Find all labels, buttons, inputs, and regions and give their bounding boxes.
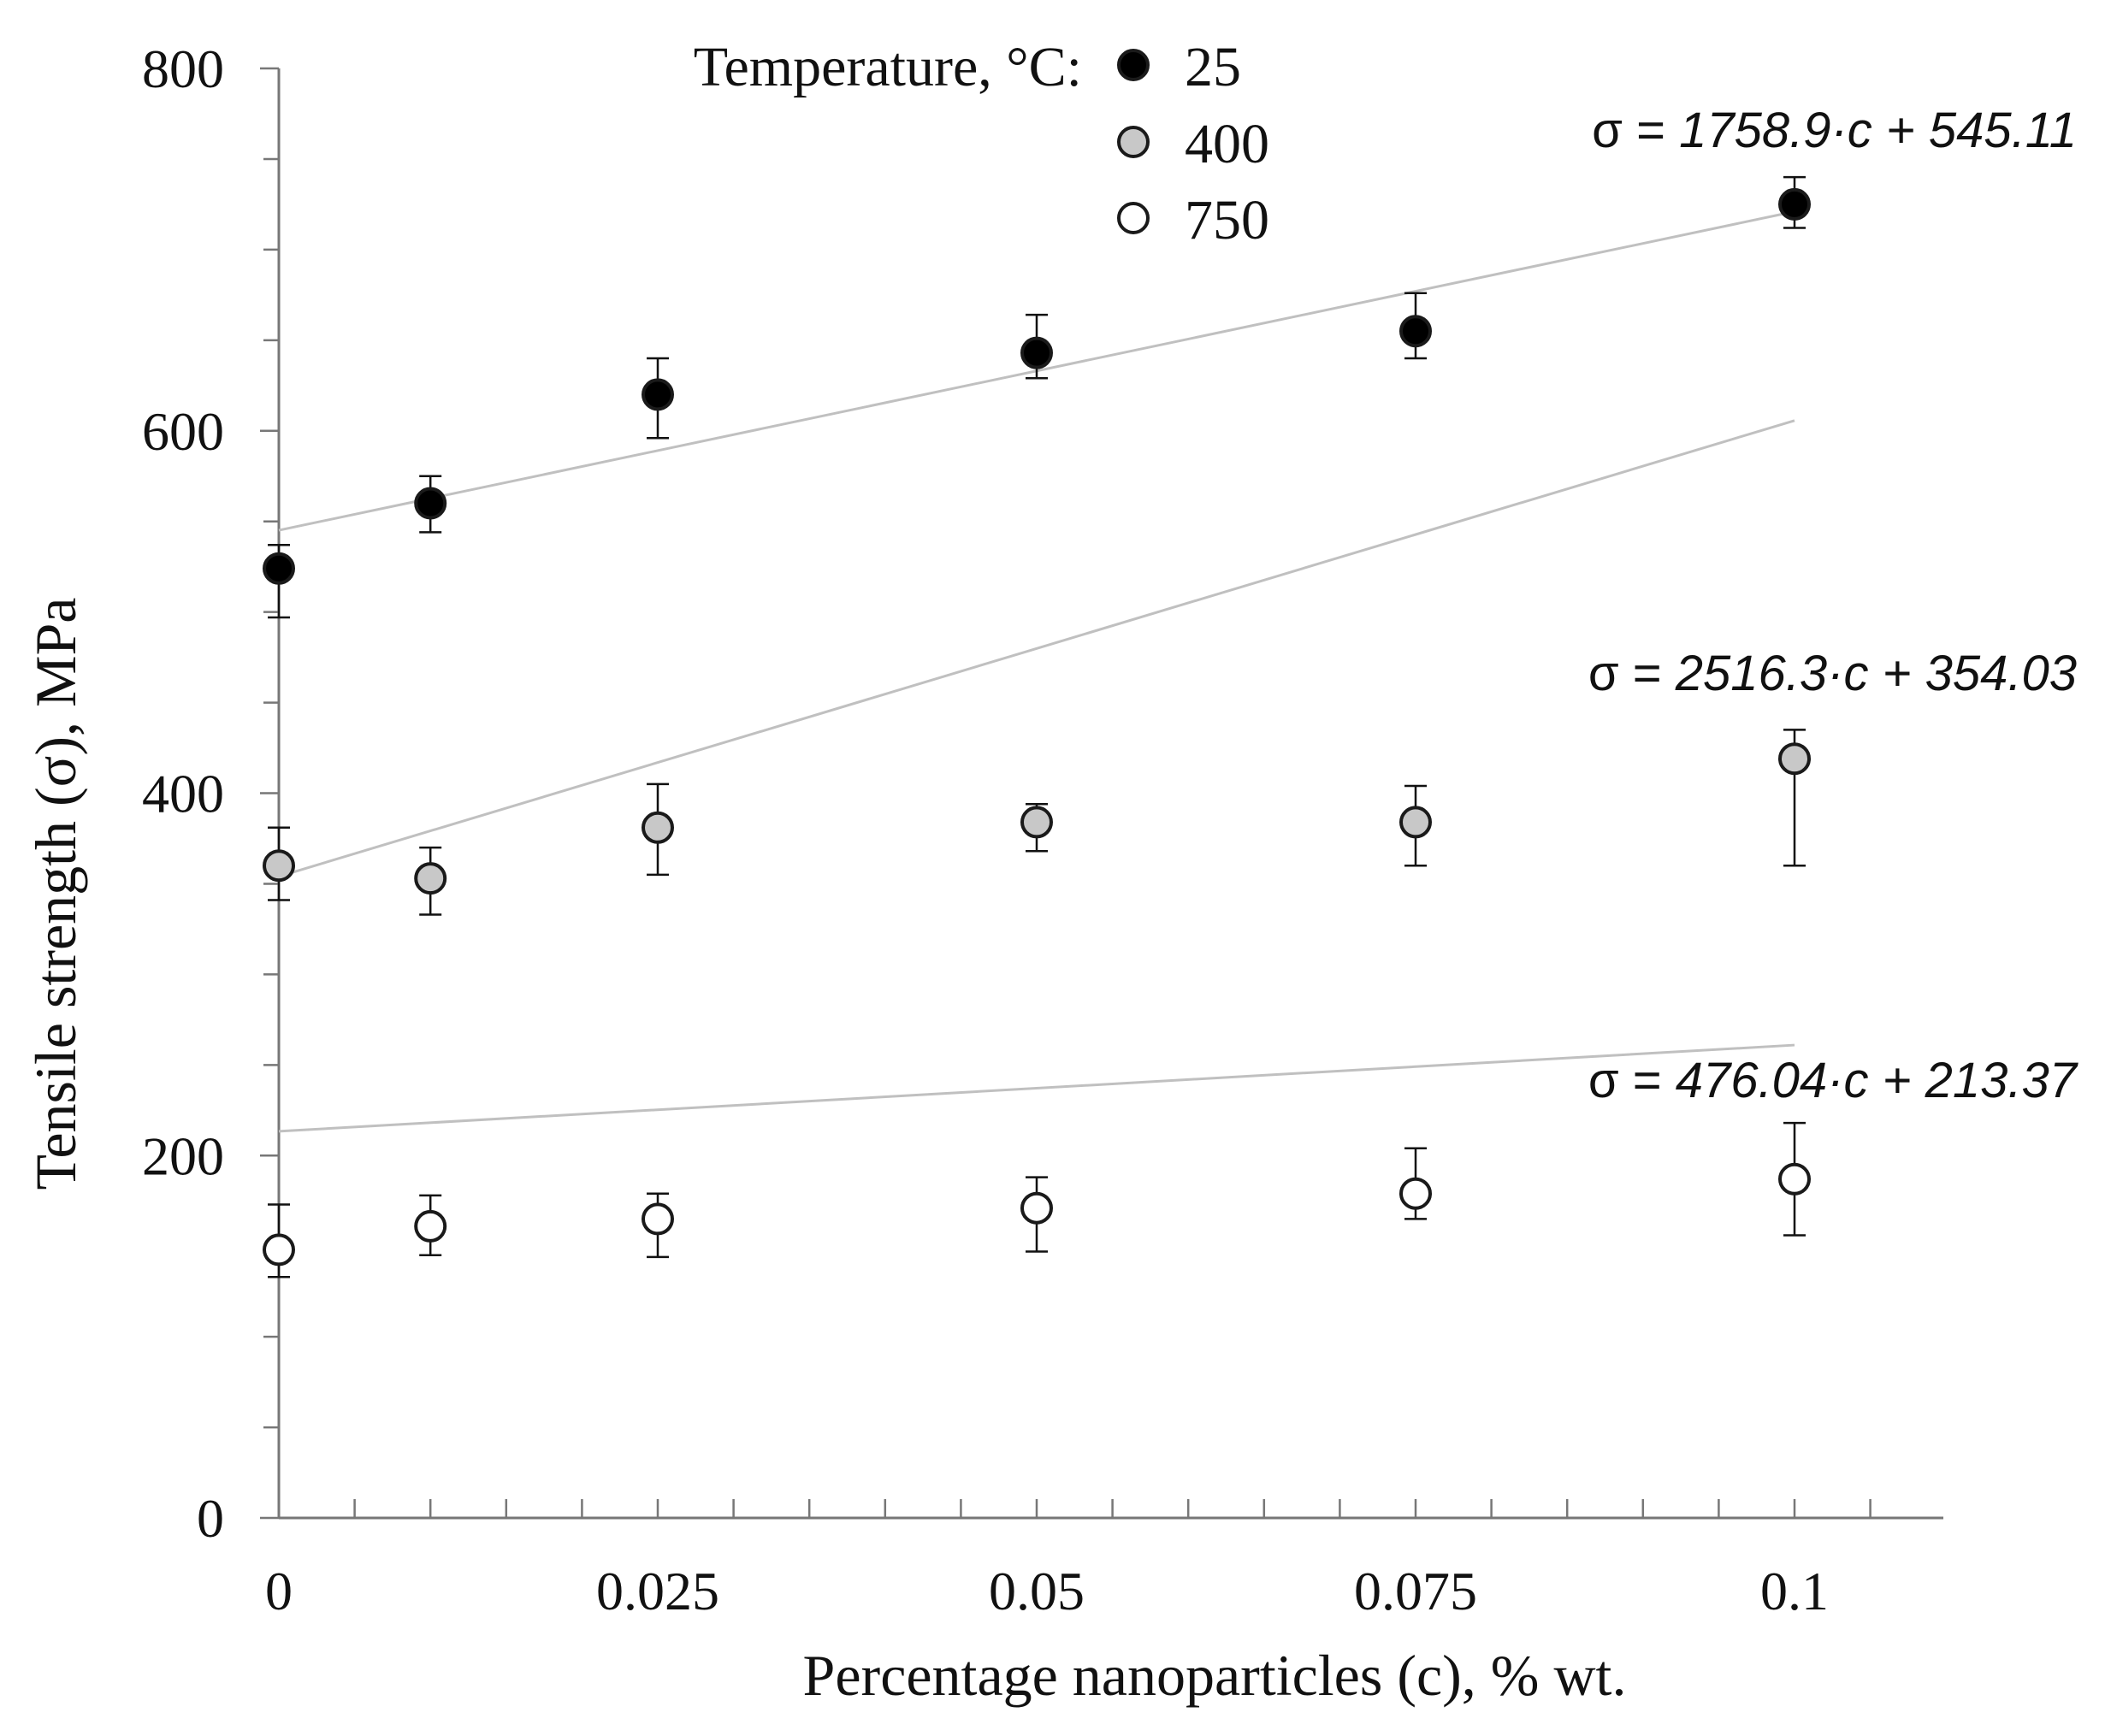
equation-var: c <box>1843 646 1868 701</box>
data-point-25 <box>414 487 447 520</box>
legend-marker-25 <box>1117 49 1150 81</box>
equation-const: 354.03 <box>1925 646 2077 701</box>
equations: σ = 1758.9·c + 545.11σ = 2516.3·c + 354.… <box>1588 103 2079 1108</box>
equation-25: σ = 1758.9·c + 545.11 <box>1592 103 2077 158</box>
equation-750: σ = 476.04·c + 213.37 <box>1588 1053 2079 1108</box>
data-points <box>263 187 1811 1267</box>
data-point-750 <box>1020 1191 1053 1225</box>
equation-var: c <box>1843 1053 1868 1108</box>
equation-var: c <box>1848 103 1872 158</box>
x-tick-label: 0.075 <box>1354 1561 1477 1621</box>
equation-const: 213.37 <box>1925 1053 2079 1108</box>
fit-line-750 <box>278 1043 1795 1133</box>
data-point-750 <box>263 1233 295 1267</box>
data-point-25 <box>1399 315 1432 348</box>
equation-dot: · <box>1830 103 1847 158</box>
equation-lhs: σ = <box>1588 646 1676 701</box>
equation-dot: · <box>1827 646 1843 701</box>
equation-coef: 2516.3 <box>1675 646 1827 701</box>
data-point-400 <box>263 849 295 883</box>
equation-400: σ = 2516.3·c + 354.03 <box>1588 646 2077 701</box>
data-point-25 <box>263 552 295 585</box>
data-point-25 <box>1778 187 1811 221</box>
legend: Temperature, °C: 25 400 750 <box>694 36 1269 251</box>
data-point-750 <box>1778 1162 1811 1196</box>
equation-const: 545.11 <box>1929 103 2077 158</box>
legend-title: Temperature, °C: <box>694 36 1082 98</box>
y-tick-label: 200 <box>142 1125 224 1186</box>
data-point-400 <box>1778 742 1811 776</box>
data-point-400 <box>414 862 447 895</box>
data-point-750 <box>1399 1177 1432 1210</box>
x-axis-label: Percentage nanoparticles (c), % wt. <box>803 1643 1627 1708</box>
y-axis-label: Tensile strength (σ), MPa <box>23 598 88 1190</box>
equation-dot: · <box>1827 1053 1843 1108</box>
data-point-400 <box>1020 806 1053 839</box>
y-tick-label: 600 <box>142 401 224 462</box>
legend-label-750: 750 <box>1185 189 1269 251</box>
data-point-400 <box>642 811 674 844</box>
ticks: 0 200 400 600 800 0 0.025 0.05 0.075 0.1 <box>142 38 1872 1621</box>
axes <box>277 68 1943 1520</box>
equation-lhs: σ = <box>1588 1053 1676 1108</box>
equation-plus: + <box>1868 646 1925 701</box>
x-tick-label: 0.05 <box>989 1561 1085 1621</box>
data-point-750 <box>414 1209 447 1243</box>
x-tick-label: 0 <box>265 1561 293 1621</box>
data-point-750 <box>642 1202 674 1236</box>
legend-label-400: 400 <box>1185 113 1269 175</box>
equation-plus: + <box>1872 103 1929 158</box>
equation-plus: + <box>1868 1053 1925 1108</box>
equation-lhs: σ = <box>1592 103 1679 158</box>
legend-label-25: 25 <box>1185 36 1241 98</box>
y-tick-label: 400 <box>142 764 224 824</box>
legend-marker-400 <box>1117 126 1150 158</box>
y-tick-label: 0 <box>197 1488 224 1549</box>
data-point-400 <box>1399 806 1432 839</box>
fit-line-400 <box>278 419 1795 878</box>
y-tick-label: 800 <box>142 38 224 99</box>
x-tick-label: 0.025 <box>596 1561 719 1621</box>
equation-coef: 1758.9 <box>1679 103 1830 158</box>
equation-coef: 476.04 <box>1676 1053 1827 1108</box>
data-point-25 <box>1020 336 1053 369</box>
legend-marker-750 <box>1117 202 1150 234</box>
x-tick-label: 0.1 <box>1760 1561 1829 1621</box>
data-point-25 <box>642 378 674 411</box>
